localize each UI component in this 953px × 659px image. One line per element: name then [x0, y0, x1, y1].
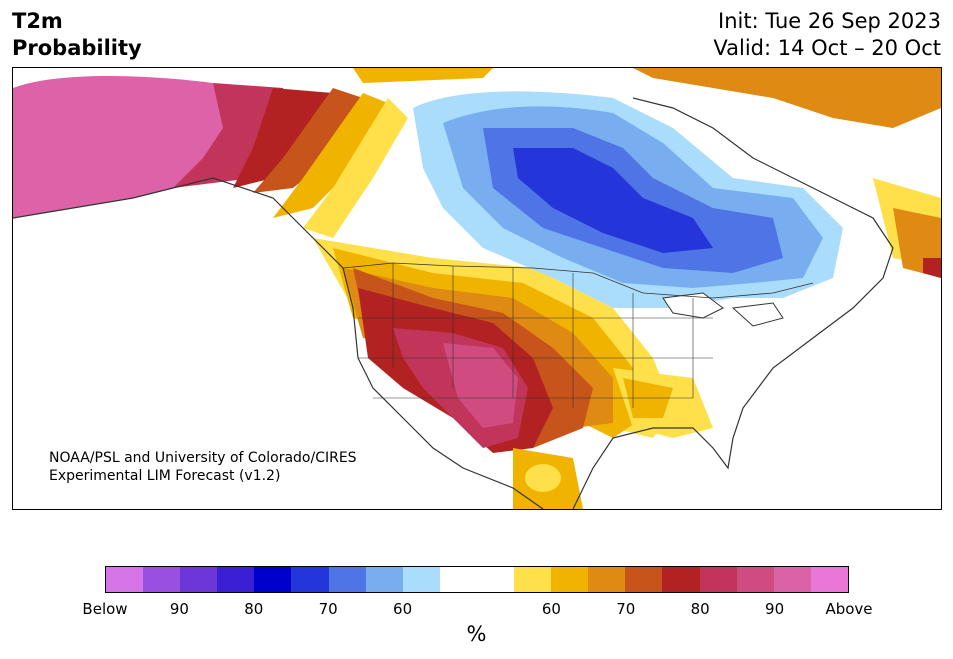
colorbar-tick-label: Below — [82, 600, 128, 618]
arctic-orange — [633, 68, 941, 128]
colorbar-swatch — [106, 567, 144, 592]
southwest-pink — [443, 343, 518, 428]
newfoundland-red — [923, 258, 941, 278]
cold-deep-blue — [513, 148, 713, 253]
colorbar-tick-label: 70 — [616, 600, 636, 618]
credit-line-1: NOAA/PSL and University of Colorado/CIRE… — [49, 450, 357, 466]
mexico-yellow-spot — [525, 464, 561, 492]
colorbar-swatch — [365, 567, 403, 592]
colorbar-swatch — [180, 567, 218, 592]
valid-date: Valid: 14 Oct – 20 Oct — [713, 36, 941, 60]
colorbar-tick-label: 80 — [244, 600, 264, 618]
map-canvas — [13, 68, 941, 509]
colorbar-unit: % — [466, 622, 487, 646]
credit-text: NOAA/PSL and University of Colorado/CIRE… — [49, 449, 357, 485]
colorbar-labels: Below 90 80 70 60 60 70 80 90 Above — [82, 600, 872, 618]
colorbar-swatch — [810, 567, 848, 592]
colorbar-tick-label: Above — [825, 600, 873, 618]
title-line-2: Probability — [12, 36, 142, 60]
map-title: T2m Probability — [12, 8, 142, 62]
forecast-map — [12, 67, 942, 510]
colorbar-swatch — [551, 567, 589, 592]
colorbar-swatch — [328, 567, 366, 592]
credit-line-2: Experimental LIM Forecast (v1.2) — [49, 468, 281, 484]
init-date: Init: Tue 26 Sep 2023 — [718, 9, 941, 33]
colorbar-swatch — [439, 567, 477, 592]
colorbar-tick-label: 70 — [318, 600, 338, 618]
bc-gold-band — [273, 93, 388, 218]
colorbar-tick-label: 90 — [169, 600, 189, 618]
colorbar — [105, 566, 849, 593]
state-borders — [358, 263, 713, 408]
colorbar-swatch — [402, 567, 440, 592]
colorbar-tick-label: 90 — [765, 600, 785, 618]
coastline — [13, 97, 894, 509]
colorbar-swatch — [662, 567, 700, 592]
colorbar-tick-label: 60 — [393, 600, 413, 618]
colorbar-swatch — [291, 567, 329, 592]
bc-yellow-band — [303, 98, 408, 238]
colorbar-swatch — [588, 567, 626, 592]
colorbar-swatch — [625, 567, 663, 592]
yukon-orange-band — [253, 88, 363, 193]
colorbar-swatch — [143, 567, 181, 592]
colorbar-swatch — [476, 567, 515, 592]
colorbar-tick-label: 80 — [690, 600, 710, 618]
us-canada-border — [342, 262, 814, 299]
colorbar-tick-label: 60 — [541, 600, 561, 618]
alaska-red-band — [233, 88, 333, 188]
colorbar-swatch — [514, 567, 552, 592]
colorbar-swatch — [217, 567, 255, 592]
colorbar-swatch — [254, 567, 292, 592]
forecast-dates: Init: Tue 26 Sep 2023 Valid: 14 Oct – 20… — [713, 8, 941, 62]
colorbar-swatch — [773, 567, 811, 592]
title-line-1: T2m — [12, 9, 63, 33]
colorbar-swatch — [736, 567, 774, 592]
colorbar-swatch — [699, 567, 737, 592]
arctic-gold — [353, 68, 493, 83]
